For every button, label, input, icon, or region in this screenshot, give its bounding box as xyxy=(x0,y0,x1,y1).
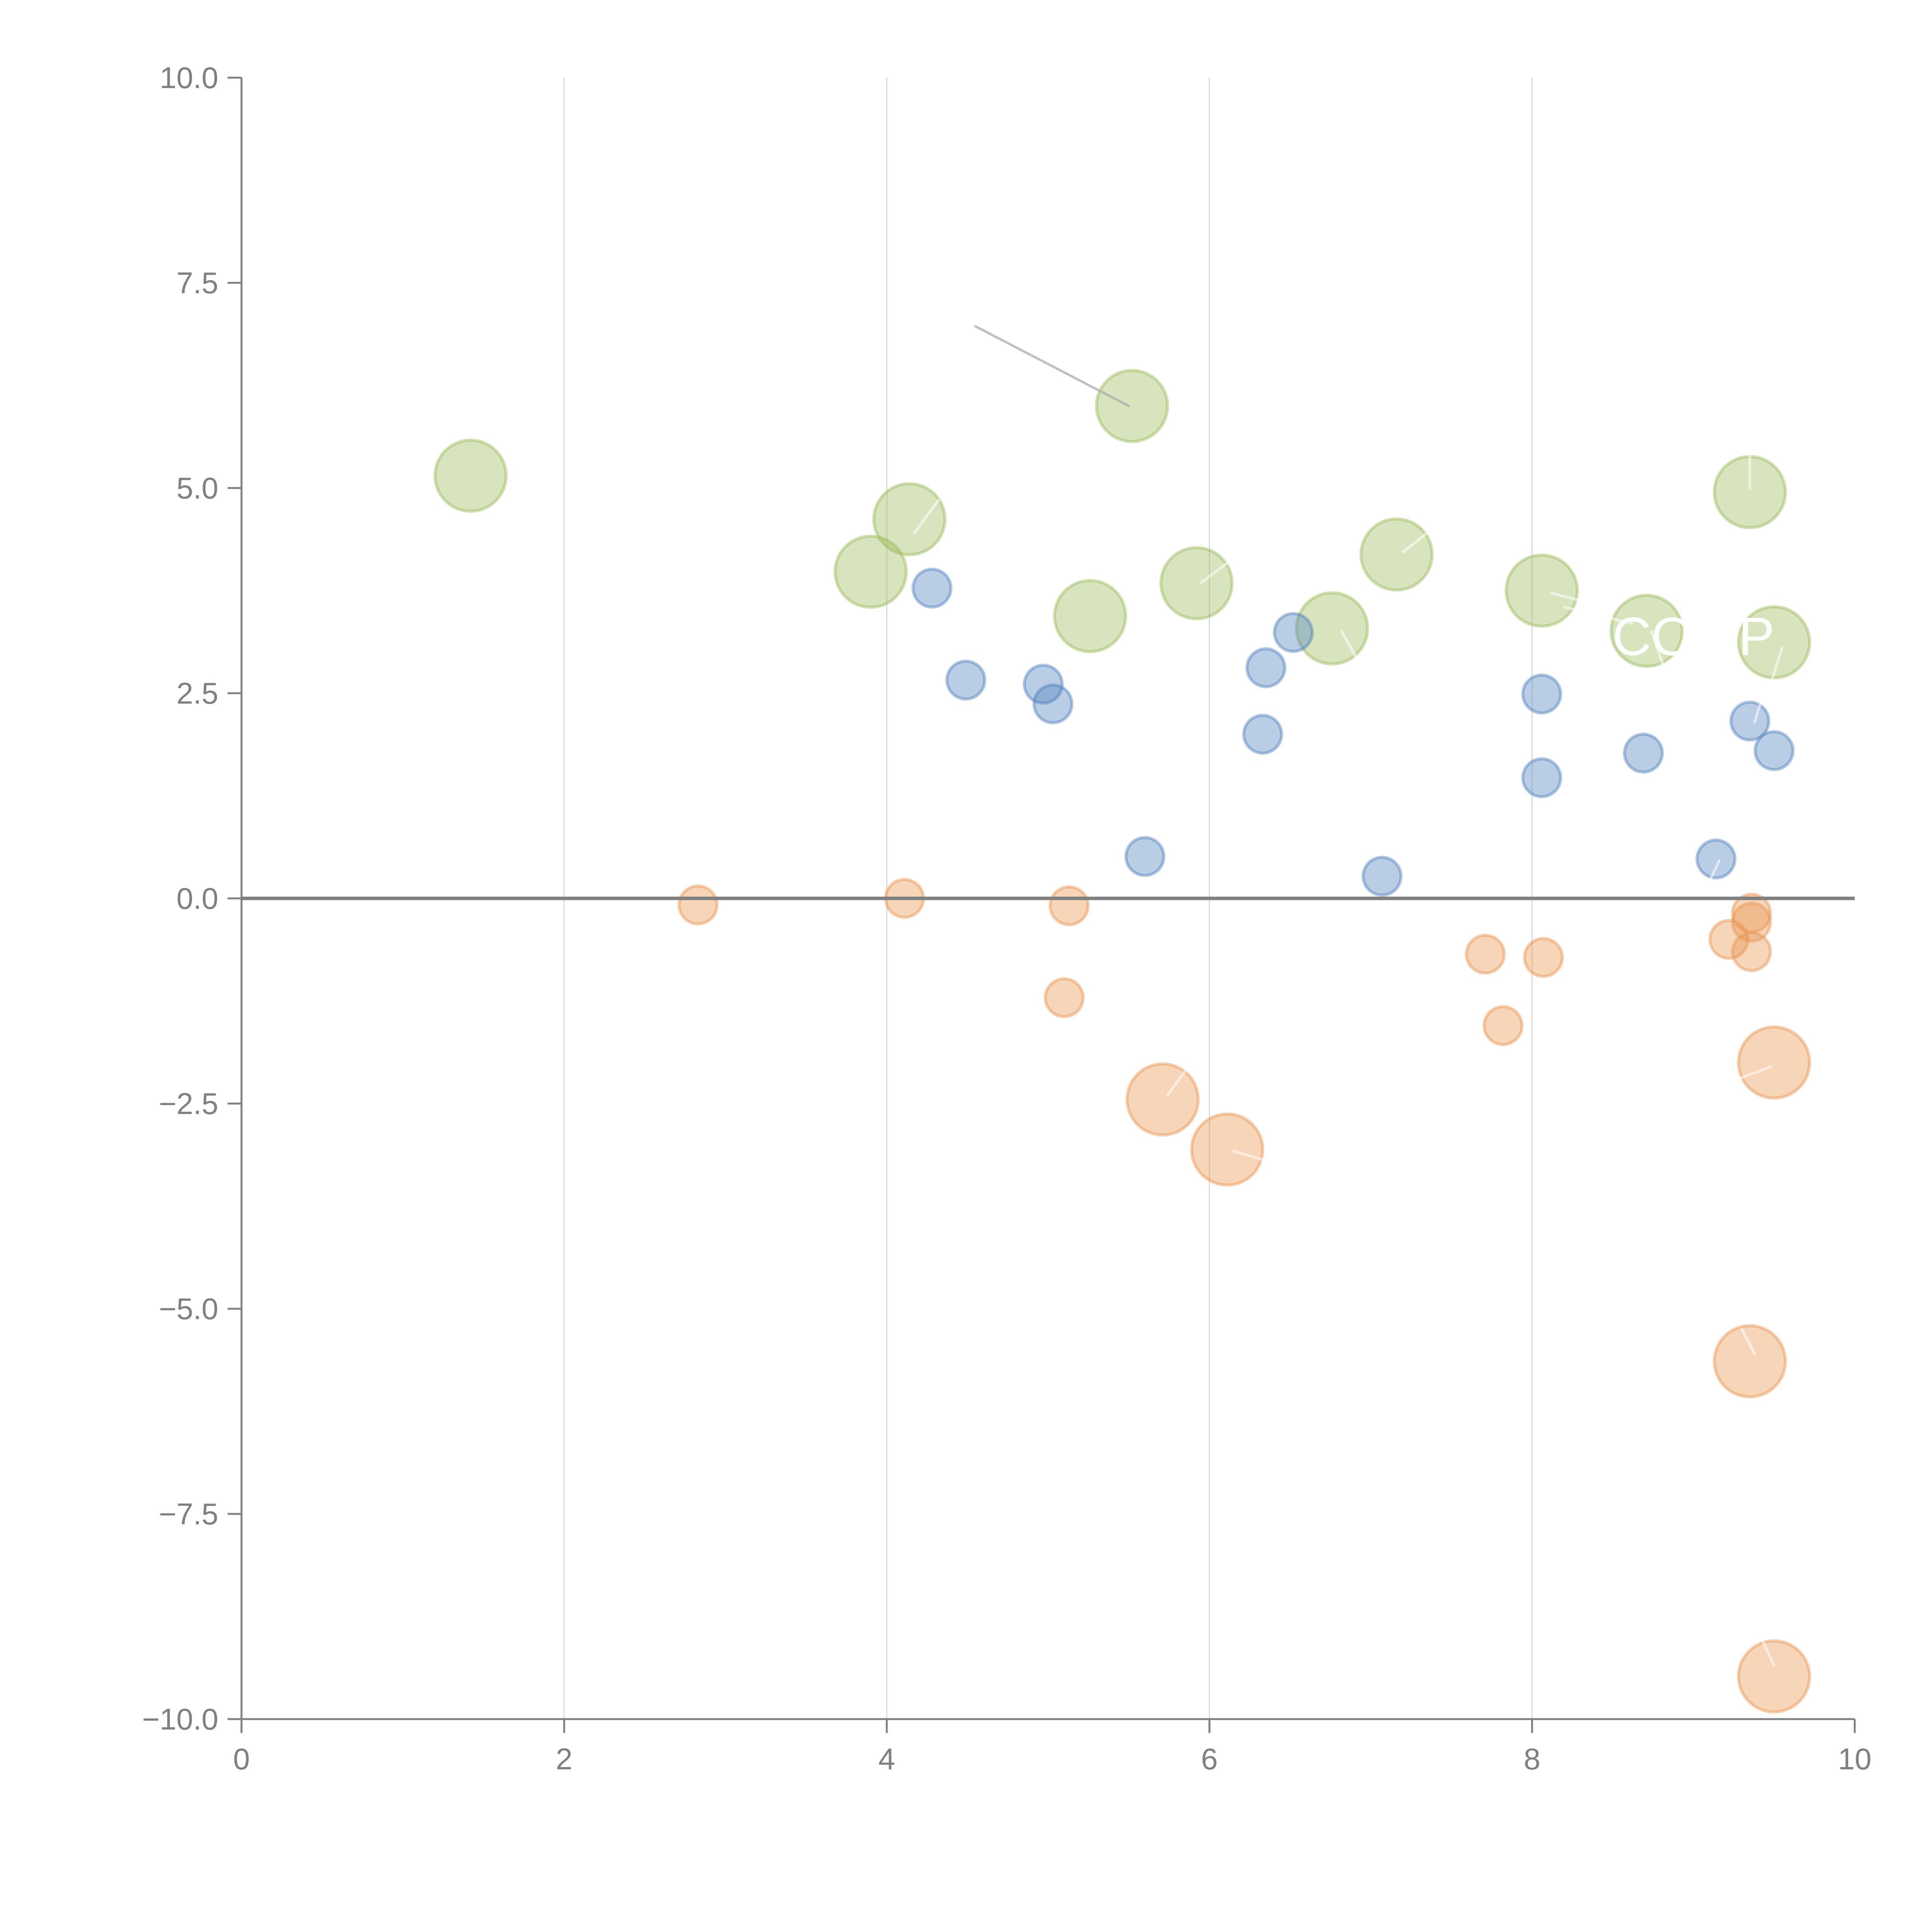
orange-point xyxy=(1731,893,1772,934)
blue-point xyxy=(1521,673,1563,715)
data-points xyxy=(433,369,1811,1714)
green-point xyxy=(1737,605,1811,680)
y-tick-label: −2.5 xyxy=(159,1087,218,1121)
orange-point xyxy=(1048,885,1090,927)
leader-line xyxy=(1232,1150,1284,1167)
leader-line xyxy=(1753,684,1767,723)
orange-point xyxy=(1464,934,1506,975)
leader-line xyxy=(1166,1069,1187,1097)
y-tick-label: −7.5 xyxy=(159,1497,218,1531)
x-tick-label: 10 xyxy=(1838,1742,1872,1776)
y-tick-label: 2.5 xyxy=(177,676,218,710)
y-tick-label: −5.0 xyxy=(159,1292,218,1326)
x-tick-label: 6 xyxy=(1201,1742,1218,1776)
x-axis: 0 2 4 6 8 10 xyxy=(233,1718,1872,1776)
orange-point xyxy=(1044,977,1085,1019)
green-point xyxy=(1159,546,1234,621)
blue-point xyxy=(1521,757,1563,798)
green-point xyxy=(433,439,508,513)
orange-point xyxy=(1737,1025,1811,1100)
green-point xyxy=(1505,553,1579,628)
leader-line xyxy=(974,325,1130,407)
leader-line xyxy=(1200,560,1230,584)
green-point xyxy=(1095,369,1169,443)
leader-line xyxy=(1563,605,1634,625)
leader-line xyxy=(1650,630,1666,670)
leader-lines xyxy=(913,325,1784,1667)
blue-point xyxy=(911,568,952,609)
annotations: COMP xyxy=(1612,606,1775,667)
orange-point xyxy=(1125,1062,1200,1137)
green-point xyxy=(1609,594,1684,668)
orange-point xyxy=(1708,919,1750,960)
leader-line xyxy=(1340,630,1359,662)
x-tick-label: 8 xyxy=(1524,1742,1540,1776)
blue-point xyxy=(1361,855,1403,897)
blue-point xyxy=(1695,838,1736,880)
leader-line xyxy=(913,499,940,535)
leader-line xyxy=(1700,859,1721,900)
blue-point xyxy=(1273,612,1314,653)
orange-point xyxy=(1190,1112,1264,1187)
y-tick-label: 0.0 xyxy=(177,881,218,915)
y-tick-label: 7.5 xyxy=(177,266,218,300)
blue-point xyxy=(1753,730,1795,771)
y-tick-label: 10.0 xyxy=(160,61,218,95)
leader-line xyxy=(1737,1065,1772,1080)
annotation-label: COMP xyxy=(1612,606,1775,667)
blue-point xyxy=(1623,733,1664,774)
y-tick-label: 5.0 xyxy=(177,471,218,505)
x-tick-label: 2 xyxy=(556,1742,572,1776)
green-point xyxy=(872,482,947,556)
blue-point xyxy=(1124,836,1165,877)
x-tick-label: 4 xyxy=(878,1742,895,1776)
green-point xyxy=(1359,517,1434,592)
orange-point xyxy=(1737,1639,1811,1714)
orange-point xyxy=(1731,931,1772,973)
blue-point xyxy=(1032,683,1074,724)
leader-line xyxy=(1550,592,1606,609)
blue-point xyxy=(945,660,986,701)
orange-point xyxy=(1731,901,1772,943)
blue-point xyxy=(1729,701,1770,742)
y-tick-label: −10.0 xyxy=(142,1702,218,1736)
leader-line xyxy=(1766,646,1784,695)
orange-point xyxy=(1713,1324,1787,1398)
blue-point xyxy=(1245,647,1287,689)
green-point xyxy=(833,534,908,609)
x-tick-label: 0 xyxy=(233,1742,250,1776)
orange-point xyxy=(1482,1005,1524,1046)
blue-point xyxy=(1242,714,1283,755)
leader-line xyxy=(1401,527,1434,554)
y-axis: 10.0 7.5 5.0 2.5 0.0 −2.5 −5.0 −7.5 −10.0 xyxy=(142,61,243,1736)
leader-line xyxy=(1740,1328,1756,1355)
leader-line xyxy=(1761,1639,1776,1667)
orange-point xyxy=(1523,937,1564,978)
blue-point xyxy=(1022,663,1064,705)
orange-point xyxy=(677,884,719,925)
green-point xyxy=(1053,579,1128,653)
